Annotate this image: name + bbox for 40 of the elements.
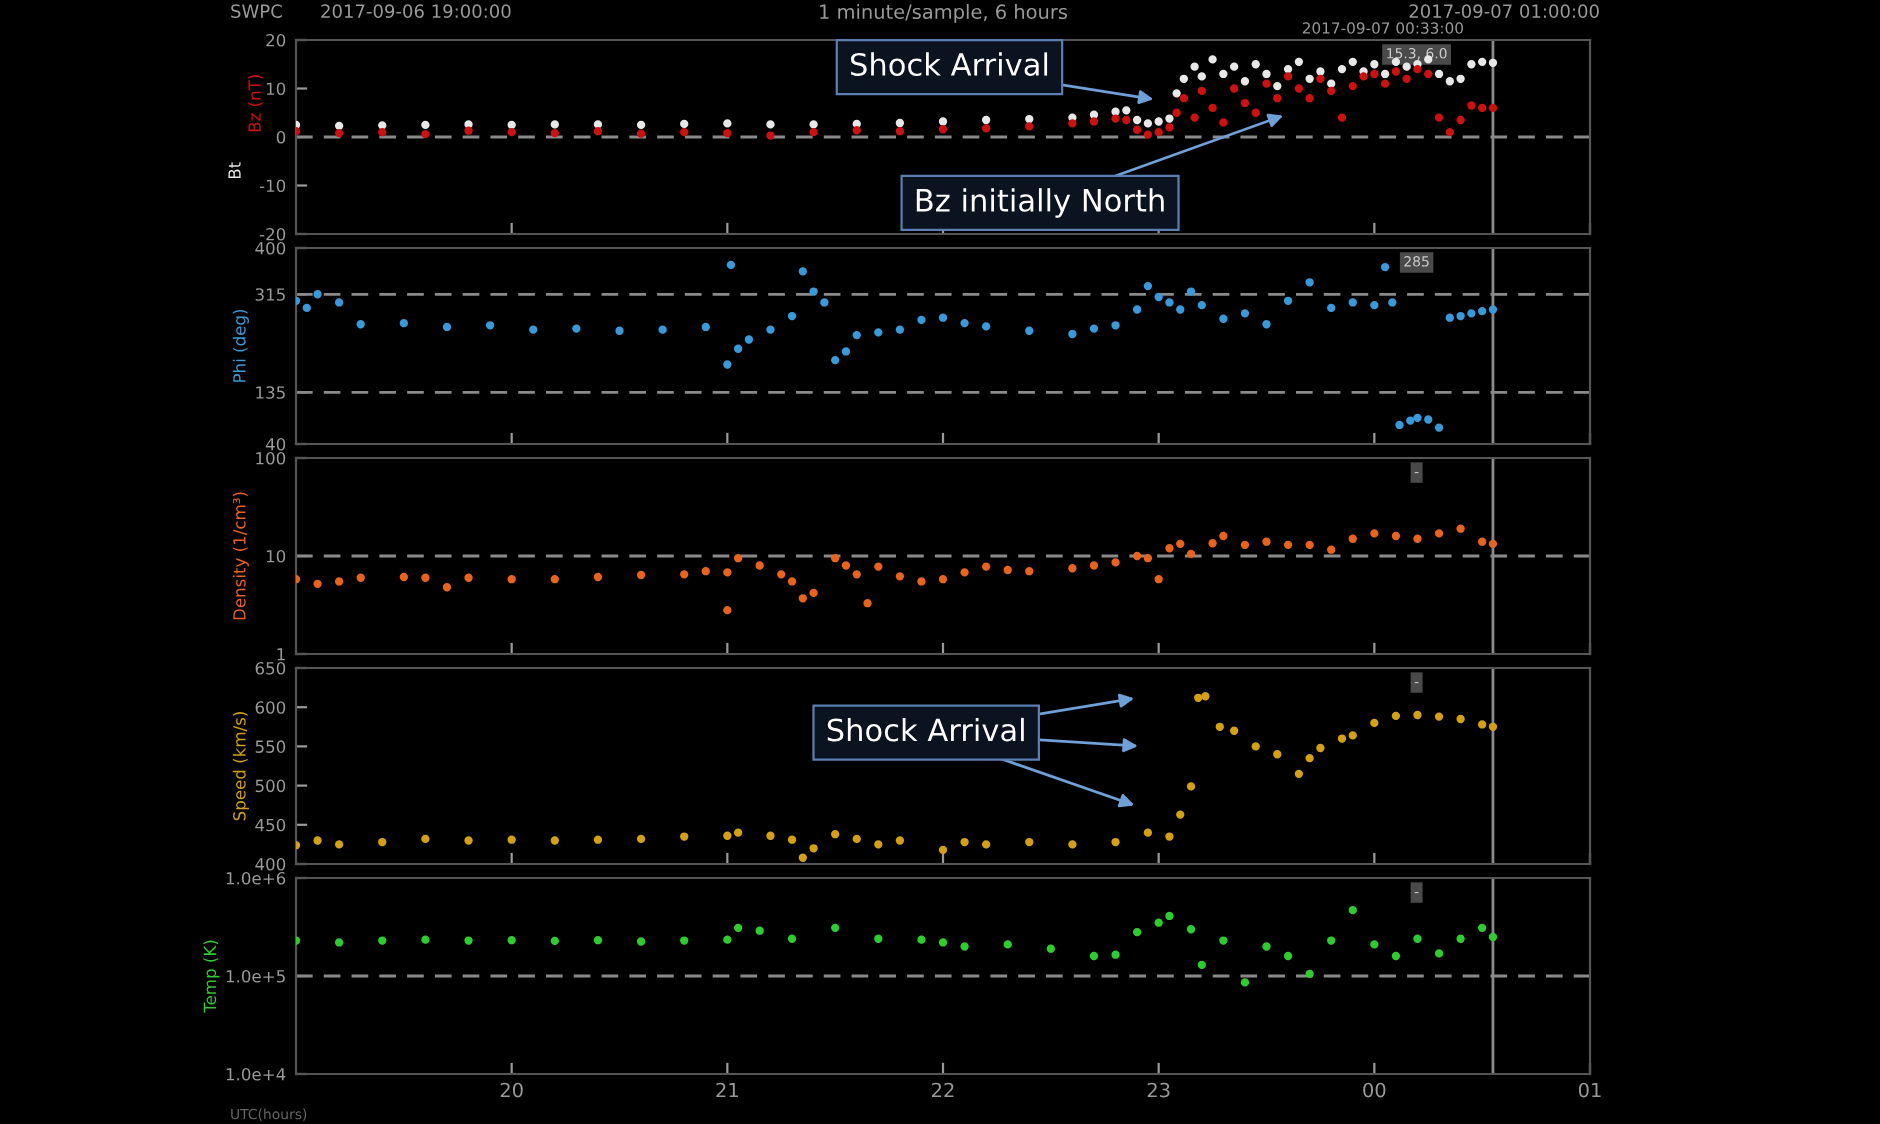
y-tick-label: 1.0e+4 (226, 1067, 286, 1081)
text: Bz (nT) (247, 75, 263, 132)
y-tick-label: 315 (255, 288, 285, 301)
x-tick-label: 23 (1147, 1082, 1170, 1098)
y-axis-title: Speed (km/s) (232, 712, 249, 821)
annotation: Bz initially North (916, 188, 1164, 218)
text: 2017-09-06 19:00:00 (321, 4, 511, 18)
annotation: Shock Arrival (851, 52, 1048, 77)
x-tick-label: 20 (500, 1082, 523, 1098)
y-tick-label: 600 (255, 701, 286, 714)
y-tick-label: 400 (255, 241, 286, 255)
y-tick-label: -20 (259, 227, 286, 241)
y-tick-label: 1 (277, 648, 285, 661)
y-tick-label: 10 (266, 549, 286, 563)
y-axis-title: Temp (K) (203, 940, 220, 1013)
y-tick-label: 40 (265, 437, 286, 451)
text: Bt (228, 162, 241, 179)
text: SWPC (231, 4, 282, 18)
y-tick-label: 100 (256, 451, 286, 465)
x-tick-label: 01 (1578, 1082, 1601, 1098)
y-tick-label: 450 (255, 818, 286, 832)
y-tick-label: 135 (256, 386, 285, 399)
y-tick-label: 1.0e+6 (226, 871, 286, 885)
chart-title: 1 minute/sample, 6 hours (820, 4, 1068, 23)
x-tick-label: 22 (932, 1082, 954, 1098)
y-tick-label: 0 (276, 130, 286, 144)
annotation: Shock Arrival (827, 717, 1024, 742)
y-tick-label: 1.0e+5 (226, 969, 285, 983)
x-tick-label: 21 (716, 1082, 738, 1098)
text: 2017-09-07 01:00:00 (1409, 4, 1599, 18)
y-axis-title: Density (1/cm³) (232, 492, 249, 620)
y-axis-title: Phi (deg) (232, 309, 249, 382)
y-tick-label: -10 (259, 179, 286, 193)
y-tick-label: 550 (255, 740, 286, 753)
y-tick-label: 500 (255, 779, 286, 793)
x-tick-label: 00 (1363, 1082, 1386, 1098)
y-tick-label: 400 (255, 857, 286, 871)
y-tick-label: 10 (266, 82, 286, 96)
y-tick-label: 20 (266, 33, 286, 47)
y-tick-label: 650 (255, 661, 286, 675)
